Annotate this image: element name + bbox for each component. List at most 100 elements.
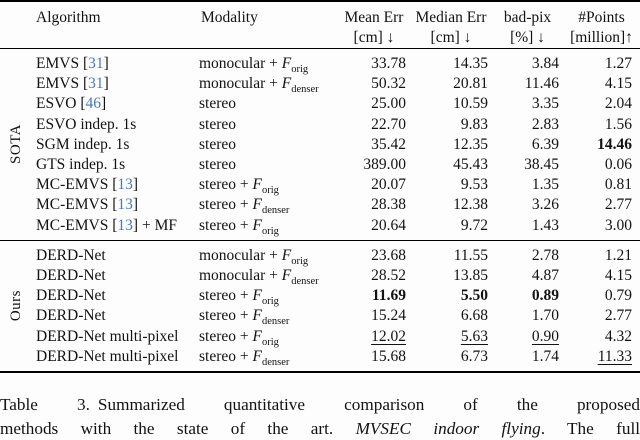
citation-link[interactable]: 31 [88, 55, 104, 72]
col-title: bad-pix [503, 9, 552, 26]
modality-cell: stereo + Forig [199, 176, 279, 197]
value-cell: 0.79 [604, 287, 632, 305]
value-cell: 15.68 [371, 347, 406, 365]
algorithm-cell: SGM indep. 1s [36, 135, 130, 153]
value-cell: 12.38 [453, 196, 488, 214]
citation-link[interactable]: 13 [117, 196, 133, 214]
value-cell: 1.27 [604, 55, 632, 72]
value-cell: 11.55 [453, 246, 488, 264]
value-cell: 0.90 [531, 327, 559, 345]
modality-cell: stereo [199, 135, 237, 153]
value-cell: 3.00 [604, 216, 632, 234]
flow-symbol: F [252, 176, 262, 194]
value-cell: 9.53 [460, 176, 488, 194]
table-row: ESVO indep. 1s stereo 22.70 9.83 2.83 1.56 [0, 115, 640, 135]
value-cell: 0.89 [531, 287, 559, 305]
table-header: Algorithm Modality Mean Err [cm] ↓ Media… [0, 1, 640, 49]
value-cell: 15.24 [371, 307, 406, 325]
col-unit: [million]↑ [570, 29, 633, 46]
algorithm-cell: DERD-Net multi-pixel [36, 347, 179, 365]
flow-symbol: F [252, 347, 262, 365]
value-cell: 12.02 [371, 327, 406, 345]
flow-subscript: orig [291, 64, 309, 76]
flow-subscript: orig [261, 185, 279, 197]
value-cell: 28.38 [371, 196, 406, 214]
flow-symbol: F [281, 55, 292, 72]
col-header-mean-err: Mean Err [cm] ↓ [338, 1, 410, 49]
col-title: #Points [578, 9, 625, 26]
value-cell: 5.50 [460, 287, 488, 305]
col-unit: [cm] ↓ [430, 29, 472, 46]
flow-symbol: F [252, 287, 262, 305]
algorithm-cell: MC-EMVS [13] [36, 176, 139, 194]
value-cell: 3.35 [531, 95, 559, 113]
group-label-ours: Ours [0, 240, 32, 372]
value-cell: 1.56 [604, 115, 632, 133]
algorithm-cell: DERD-Net [36, 287, 106, 305]
flow-subscript: denser [261, 316, 290, 328]
value-cell: 28.52 [371, 267, 406, 285]
value-cell: 5.63 [460, 327, 488, 345]
group-label-gutter [0, 1, 32, 49]
col-header-points: #Points [million]↑ [563, 1, 640, 49]
algorithm-cell: EMVS [31] [36, 55, 109, 72]
value-cell: 6.68 [460, 307, 488, 325]
algorithm-cell: GTS indep. 1s [36, 156, 126, 174]
citation-link[interactable]: 31 [88, 75, 104, 93]
col-title: Mean Err [344, 9, 404, 26]
value-cell: 1.21 [604, 246, 632, 264]
value-cell: 13.85 [453, 267, 488, 285]
table-row: MC-EMVS [13] stereo + Fdenser 28.38 12.38 3.… [0, 195, 640, 217]
value-cell: 2.77 [604, 307, 632, 325]
value-cell: 20.07 [371, 176, 406, 194]
modality-cell: monocular + Forig [199, 246, 309, 267]
col-header-algorithm: Algorithm [32, 1, 197, 49]
caption-dataset-name: MVSEC indoor flying [355, 418, 541, 438]
value-cell: 11.33 [597, 347, 632, 365]
flow-subscript: denser [261, 205, 290, 217]
table-row: SGM indep. 1s stereo 35.42 12.35 6.39 14.46 [0, 135, 640, 155]
value-cell: 10.59 [453, 95, 488, 113]
value-cell: 50.32 [371, 75, 406, 93]
algorithm-cell: ESVO indep. 1s [36, 115, 137, 133]
caption-label: Table 3. [0, 395, 90, 415]
value-cell: 6.39 [531, 135, 559, 153]
value-cell: 2.83 [531, 115, 559, 133]
value-cell: 389.00 [363, 156, 406, 174]
table-row: MC-EMVS [13] + MF stereo + Forig 20.64 9.72… [0, 216, 640, 241]
flow-subscript: orig [291, 255, 309, 267]
citation-link[interactable]: 13 [117, 176, 133, 194]
value-cell: 11.69 [371, 287, 406, 305]
table-row: DERD-Net stereo + Forig 11.69 5.50 0.89 0.79 [0, 286, 640, 308]
group-label-text: SOTA [7, 123, 24, 164]
citation-link[interactable]: 46 [85, 95, 102, 113]
value-cell: 4.87 [531, 267, 559, 285]
table-row: GTS indep. 1s stereo 389.00 45.43 38.45 0.06 [0, 155, 640, 175]
group-label-sota: SOTA [0, 49, 32, 241]
caption-text: . The full [540, 418, 640, 438]
flow-symbol: F [252, 327, 262, 345]
table-row: Ours DERD-Net monocular + Forig 23.68 11.55 2… [0, 240, 640, 321]
group-label-text: Ours [7, 289, 24, 321]
col-header-median-err: Median Err [cm] ↓ [410, 1, 492, 49]
table-group-sota: SOTA EMVS [31] monocular + Forig 33.78 14.35… [0, 49, 640, 241]
algorithm-cell: MC-EMVS [13] [36, 196, 139, 214]
table-row: DERD-Net monocular + Fdenser 28.52 13.85 4.8… [0, 266, 640, 288]
value-cell: 0.06 [604, 156, 632, 174]
value-cell: 20.64 [371, 216, 406, 234]
value-cell: 9.83 [460, 115, 488, 133]
flow-symbol: F [252, 196, 262, 214]
flow-symbol: F [252, 307, 262, 325]
header-row: Algorithm Modality Mean Err [cm] ↓ Media… [0, 1, 640, 49]
flow-subscript: denser [291, 276, 319, 288]
value-cell: 4.15 [604, 75, 632, 93]
value-cell: 6.73 [460, 347, 488, 365]
value-cell: 1.74 [531, 347, 559, 365]
algorithm-cell: ESVO [46] [36, 95, 107, 113]
table-row: MC-EMVS [13] stereo + Forig 20.07 9.53 1.35 0… [0, 175, 640, 197]
table-row: DERD-Net multi-pixel stereo + Fdenser 15.6… [0, 347, 640, 372]
table-row: ESVO [46] stereo 25.00 10.59 3.35 2.04 [0, 94, 640, 114]
citation-link[interactable]: 13 [117, 216, 133, 234]
value-cell: 2.04 [604, 95, 632, 113]
modality-cell: stereo + Forig [199, 287, 279, 308]
